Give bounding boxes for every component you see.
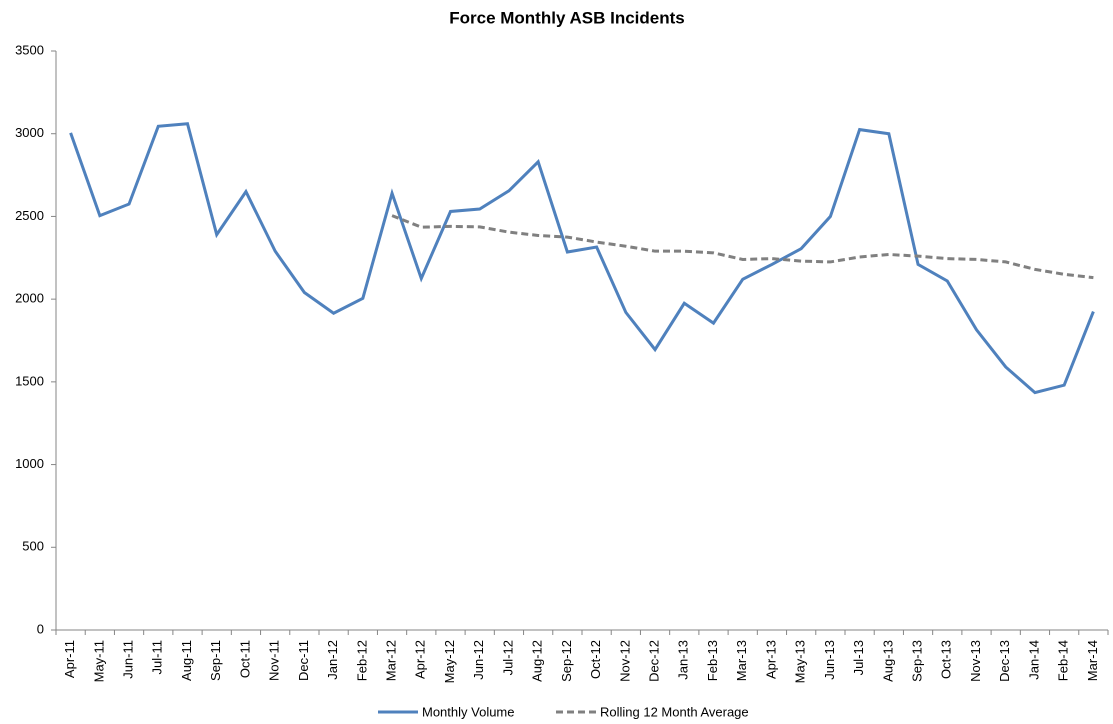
x-tick-label: Jan-14: [1026, 640, 1041, 680]
x-tick-label: Apr-13: [763, 640, 778, 679]
legend-label: Rolling 12 Month Average: [600, 704, 749, 719]
x-tick-label: Jun-11: [120, 640, 135, 679]
legend-label: Monthly Volume: [422, 704, 515, 719]
x-tick-label: Feb-13: [705, 640, 720, 681]
x-tick-label: Aug-13: [880, 640, 895, 682]
x-tick-label: Nov-11: [267, 640, 282, 681]
x-tick-label: Dec-11: [296, 640, 311, 681]
chart-title: Force Monthly ASB Incidents: [449, 8, 685, 27]
y-tick-label: 2500: [15, 208, 44, 223]
line-series: [69, 122, 1095, 395]
y-tick-label: 3000: [15, 125, 44, 140]
y-tick-label: 0: [37, 621, 44, 636]
x-tick-label: Jul-12: [500, 640, 515, 675]
x-tick-label: May-11: [91, 640, 106, 682]
x-tick-label: Sep-12: [559, 640, 574, 682]
x-tick-label: Oct-13: [939, 640, 954, 679]
x-tick-label: Sep-13: [909, 640, 924, 682]
x-tick-label: Mar-14: [1085, 640, 1100, 681]
line-series: [391, 214, 1094, 280]
x-tick-label: Apr-12: [413, 640, 428, 679]
x-tick-label: Dec-12: [646, 640, 661, 682]
y-tick-label: 3500: [15, 42, 44, 57]
x-tick-label: Nov-13: [968, 640, 983, 682]
x-tick-label: Nov-12: [617, 640, 632, 682]
x-tick-label: May-12: [442, 640, 457, 683]
x-tick-label: Jul-13: [851, 640, 866, 675]
x-tick-label: Dec-13: [997, 640, 1012, 682]
y-tick-label: 500: [22, 539, 44, 554]
x-tick-label: Oct-11: [237, 640, 252, 678]
y-tick-label: 2000: [15, 291, 44, 306]
x-tick-label: Sep-11: [208, 640, 223, 681]
x-tick-label: Mar-12: [383, 640, 398, 681]
x-tick-label: Jul-11: [150, 640, 165, 674]
y-tick-label: 1000: [15, 456, 44, 471]
x-tick-label: Jun-12: [471, 640, 486, 680]
x-tick-label: Mar-13: [734, 640, 749, 681]
x-tick-label: Jun-13: [822, 640, 837, 680]
x-tick-label: Feb-14: [1056, 640, 1071, 681]
y-tick-label: 1500: [15, 373, 44, 388]
x-tick-label: Apr-11: [62, 640, 77, 678]
x-tick-label: Oct-12: [588, 640, 603, 679]
x-tick-label: Jan-13: [676, 640, 691, 680]
x-tick-label: Feb-12: [354, 640, 369, 681]
x-tick-label: Aug-11: [179, 640, 194, 681]
x-tick-label: May-13: [793, 640, 808, 683]
x-tick-label: Aug-12: [530, 640, 545, 682]
x-tick-label: Jan-12: [325, 640, 340, 680]
